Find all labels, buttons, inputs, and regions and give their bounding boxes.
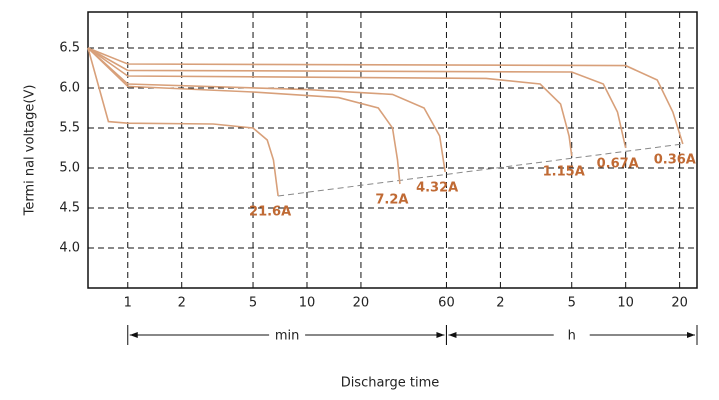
series-line xyxy=(87,47,627,149)
series-label: 1.15A xyxy=(543,165,585,180)
y-axis-label: Termi nal voltage(V) xyxy=(23,85,38,217)
x-tick-label: 10 xyxy=(617,296,634,311)
series-label: 7.2A xyxy=(375,193,408,208)
group-label-bg xyxy=(553,326,590,344)
x-tick-label: 5 xyxy=(568,296,576,311)
series-label: 0.36A xyxy=(654,153,696,168)
series-line xyxy=(87,47,446,173)
x-tick-label: 10 xyxy=(299,296,316,311)
plot-frame xyxy=(87,11,698,289)
x-tick-label: 20 xyxy=(353,296,370,311)
x-tick-label: 20 xyxy=(671,296,688,311)
series-line xyxy=(87,47,573,157)
y-tick-label: 5.0 xyxy=(59,161,80,176)
group-label: h xyxy=(568,329,576,344)
group-label: min xyxy=(275,329,300,344)
y-tick-label: 6.0 xyxy=(59,81,80,96)
series-label: 0.67A xyxy=(597,157,639,172)
y-tick-label: 6.5 xyxy=(59,41,80,56)
series-line xyxy=(87,47,401,185)
end-voltage-line xyxy=(278,143,683,197)
series-label: 21.6A xyxy=(249,205,291,220)
y-tick-label: 4.0 xyxy=(59,241,80,256)
y-tick-label: 4.5 xyxy=(59,201,80,216)
x-tick-label: 2 xyxy=(178,296,186,311)
series-line xyxy=(87,47,279,197)
y-tick-label: 5.5 xyxy=(59,121,80,136)
series-label: 4.32A xyxy=(416,181,458,196)
x-tick-label: 5 xyxy=(249,296,257,311)
x-tick-label: 1 xyxy=(124,296,132,311)
x-axis-label: Discharge time xyxy=(341,376,440,391)
x-tick-label: 60 xyxy=(438,296,455,311)
series-line xyxy=(87,47,684,145)
group-label-bg xyxy=(269,326,306,344)
x-tick-label: 2 xyxy=(496,296,504,311)
